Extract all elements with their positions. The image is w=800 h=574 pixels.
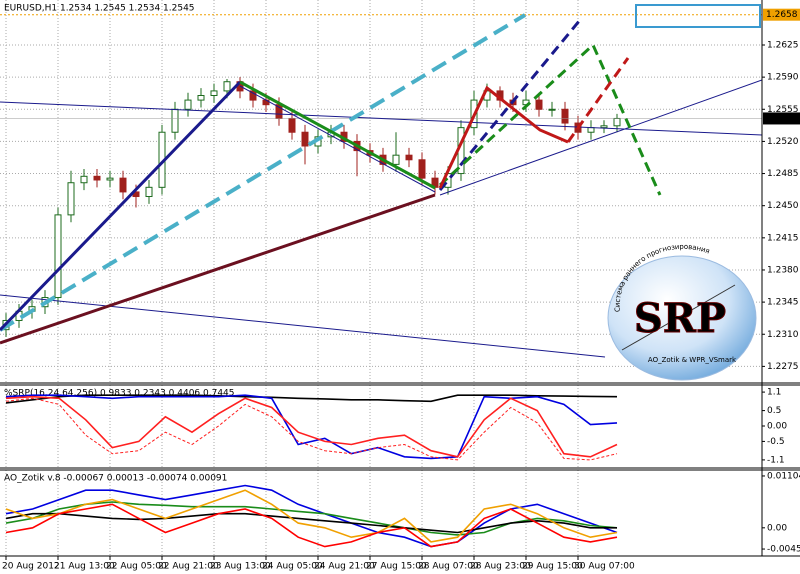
trend-line bbox=[0, 80, 242, 332]
y-tick-label: 1.2485 bbox=[767, 169, 799, 179]
series-line bbox=[5, 512, 617, 534]
candle-body bbox=[210, 90, 218, 96]
candle-body bbox=[80, 175, 88, 184]
candle-body bbox=[405, 154, 413, 161]
y-tick-label: 1.2380 bbox=[767, 265, 799, 275]
x-tick-label: 20 Aug 2012 bbox=[2, 562, 60, 572]
y-tick-label: 0.5 bbox=[767, 406, 781, 416]
x-tick-label: 28 Aug 07:00 bbox=[418, 562, 479, 572]
series-line bbox=[5, 395, 618, 458]
series-line bbox=[5, 503, 618, 548]
trend-line bbox=[0, 101, 762, 136]
candle-body bbox=[613, 117, 621, 127]
y-tick-label: 1.1 bbox=[767, 388, 781, 398]
candle-body bbox=[587, 127, 595, 133]
y-tick-label: 1.2625 bbox=[767, 40, 799, 50]
alert-label: 1.2658 bbox=[766, 10, 798, 20]
trend-line bbox=[566, 57, 630, 143]
candle-body bbox=[223, 81, 231, 92]
series-line bbox=[5, 394, 618, 460]
candle-body bbox=[197, 95, 205, 101]
series-line bbox=[5, 484, 618, 548]
y-tick-label: 0.00 bbox=[767, 523, 787, 533]
candle-body bbox=[67, 182, 75, 216]
panel-title: EURUSD,H1 1.2534 1.2545 1.2534 1.2545 bbox=[4, 4, 195, 14]
alert-label-bg bbox=[763, 8, 800, 21]
candle-body bbox=[301, 131, 309, 147]
candle-body bbox=[145, 186, 153, 198]
alert-box bbox=[635, 4, 761, 28]
candle-body bbox=[184, 99, 192, 110]
candle-body bbox=[171, 108, 179, 133]
y-tick-label: -1.1 bbox=[767, 455, 785, 465]
trend-line bbox=[0, 193, 436, 345]
panel-title: AO_Zotik v.8 -0.00067 0.00013 -0.00074 0… bbox=[4, 474, 227, 484]
x-tick-label: 21 Aug 13:00 bbox=[54, 562, 115, 572]
logo-badge bbox=[607, 255, 757, 381]
candle-body bbox=[600, 125, 608, 129]
x-tick-label: 27 Aug 15:00 bbox=[366, 562, 427, 572]
candle-body bbox=[418, 159, 426, 179]
trend-line bbox=[438, 85, 569, 189]
logo-credit: AO_Zotik & WPR_VSmark bbox=[648, 356, 737, 364]
trend-line bbox=[438, 42, 662, 196]
series-line bbox=[5, 394, 618, 404]
y-tick-label: 1.2555 bbox=[767, 105, 799, 115]
x-tick-label: 22 Aug 21:00 bbox=[158, 562, 219, 572]
trend-line bbox=[239, 80, 436, 190]
y-tick-label: 1.2415 bbox=[767, 233, 799, 243]
candle-body bbox=[119, 177, 127, 193]
x-tick-label: 23 Aug 13:00 bbox=[210, 562, 271, 572]
y-tick-label: 0.00 bbox=[767, 422, 787, 432]
panel-title: %SRP(16,24,64,256) 0.9833 0.2343 0.4406 … bbox=[4, 389, 235, 399]
candle-body bbox=[288, 117, 296, 133]
series-line bbox=[5, 397, 618, 461]
frames bbox=[0, 0, 800, 557]
logo-arrow bbox=[621, 284, 736, 351]
y-tick-label: 1.2310 bbox=[767, 330, 799, 340]
y-tick-label: 1.2520 bbox=[767, 137, 799, 147]
y-tick-label: 1.2275 bbox=[767, 362, 799, 372]
x-tick-label: 29 Aug 15:00 bbox=[522, 562, 583, 572]
logo-title: SRP bbox=[634, 295, 726, 342]
trend-line bbox=[0, 294, 606, 358]
y-tick-label: 0.01104 bbox=[767, 471, 800, 481]
x-tick-label: 24 Aug 21:00 bbox=[314, 562, 375, 572]
candle-body bbox=[93, 175, 101, 181]
y-tick-label: -0.5 bbox=[767, 437, 785, 447]
last-price-label: 1.2545 bbox=[766, 114, 798, 124]
candle-body bbox=[249, 90, 257, 101]
trend-line bbox=[0, 13, 527, 332]
x-tick-label: 28 Aug 23:00 bbox=[470, 562, 531, 572]
logo: Система раннего прогнозирования SRP AO_Z… bbox=[607, 243, 757, 381]
candle-body bbox=[561, 108, 569, 124]
y-tick-label: -0.00452 bbox=[767, 545, 800, 555]
candle-body bbox=[54, 214, 62, 299]
trend-lines bbox=[0, 4, 762, 358]
y-tick-label: 1.2590 bbox=[767, 73, 799, 83]
candle-body bbox=[392, 154, 400, 165]
trend-line bbox=[239, 85, 436, 193]
x-tick-label: 22 Aug 05:00 bbox=[106, 562, 167, 572]
x-tick-label: 30 Aug 07:00 bbox=[574, 562, 635, 572]
candle-body bbox=[548, 108, 556, 111]
candle-body bbox=[535, 99, 543, 110]
y-tick-label: 1.2450 bbox=[767, 201, 799, 211]
last-price-bg bbox=[763, 112, 800, 125]
candle-body bbox=[106, 177, 114, 181]
y-tick-label: 1.2345 bbox=[767, 298, 799, 308]
x-tick-label: 24 Aug 05:00 bbox=[262, 562, 323, 572]
series-line bbox=[5, 489, 618, 543]
trend-line bbox=[439, 79, 762, 196]
